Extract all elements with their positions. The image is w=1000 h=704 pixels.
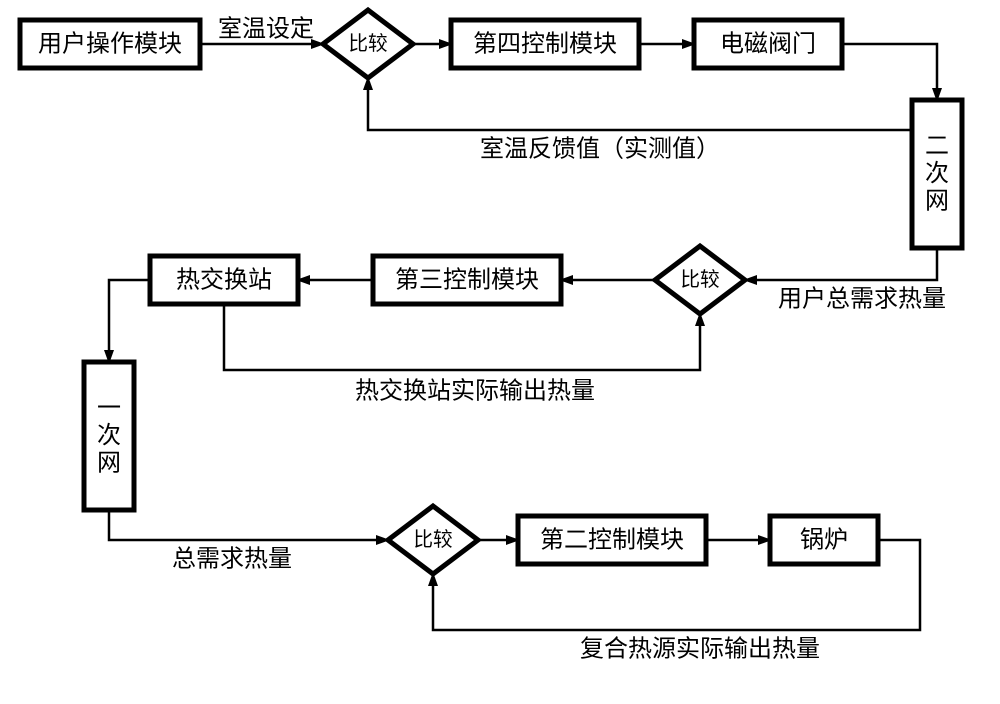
node-ctrl4: 第四控制模块 (451, 20, 639, 68)
edge-label-hx_out: 热交换站实际输出热量 (355, 377, 595, 404)
node-net2: 二次网 (912, 100, 962, 248)
node-label-cmp2: 比较 (680, 269, 719, 291)
node-label-ctrl3: 第三控制模块 (395, 266, 539, 293)
node-label-heat_x: 热交换站 (176, 266, 272, 293)
edge-label-boiler_out: 复合热源实际输出热量 (580, 635, 820, 662)
edge-e_valve_net2 (842, 44, 937, 100)
edge-label-room_set: 室温设定 (218, 15, 314, 42)
edge-label-total_heat: 总需求热量 (172, 545, 292, 572)
node-cmp3: 比较 (388, 506, 478, 574)
node-boiler: 锅炉 (770, 516, 878, 564)
node-ctrl3: 第三控制模块 (373, 256, 561, 304)
edge-e_net1_cmp3 (109, 510, 388, 540)
edge-e_hx_net1 (109, 280, 150, 362)
node-valve: 电磁阀门 (694, 20, 842, 68)
node-cmp2: 比较 (655, 246, 745, 314)
node-label-net1: 一次网 (97, 395, 121, 477)
node-user_op: 用户操作模块 (20, 20, 200, 68)
node-label-ctrl4: 第四控制模块 (473, 30, 617, 57)
edge-e_fb2 (224, 304, 700, 370)
edge-label-user_heat: 用户总需求热量 (778, 285, 946, 312)
node-label-cmp3: 比较 (413, 529, 452, 551)
node-label-ctrl2: 第二控制模块 (540, 526, 684, 553)
edge-e_net2_cmp2 (745, 248, 937, 280)
node-label-valve: 电磁阀门 (720, 30, 816, 57)
node-net1: 一次网 (84, 362, 134, 510)
edge-label-room_fb: 室温反馈值（实测值） (480, 135, 720, 162)
edge-e_fb1 (368, 78, 937, 130)
node-ctrl2: 第二控制模块 (518, 516, 706, 564)
node-heat_x: 热交换站 (150, 256, 298, 304)
node-label-cmp1: 比较 (348, 33, 387, 55)
node-label-boiler: 锅炉 (800, 526, 848, 553)
control-flow-diagram: 用户操作模块比较第四控制模块电磁阀门二次网比较第三控制模块热交换站一次网比较第二… (0, 0, 1000, 704)
node-label-user_op: 用户操作模块 (38, 30, 182, 57)
node-cmp1: 比较 (323, 10, 413, 78)
node-label-net2: 二次网 (925, 133, 949, 215)
